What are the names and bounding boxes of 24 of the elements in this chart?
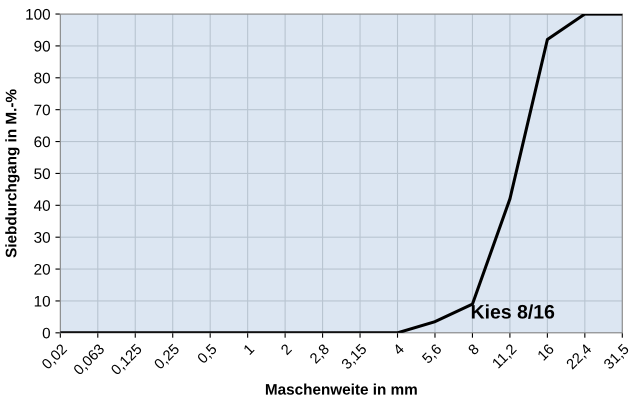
x-tick-label: 5,6 [421, 343, 444, 366]
x-tick-label: 0,02 [40, 343, 69, 372]
x-tick-label: 16 [536, 343, 554, 361]
y-tick-label: 40 [34, 200, 50, 211]
y-tick-label: 0 [42, 328, 50, 339]
y-tick-label: 70 [34, 104, 50, 116]
y-tick-label: 50 [34, 168, 50, 180]
x-tick-label: 1 [243, 343, 255, 355]
x-tick-label: 8 [467, 343, 480, 356]
x-tick-label: 4 [392, 343, 405, 356]
y-axis-title: Siebdurchgang in M.-% [5, 89, 20, 258]
x-tick-label: 0,5 [196, 343, 219, 366]
y-tick-label: 60 [34, 136, 50, 148]
x-tick-label: 11,2 [492, 343, 518, 370]
series-label: Kies 8/16 [472, 304, 554, 319]
y-tick-label: 100 [26, 8, 50, 20]
x-axis-title: Maschenweite in mm [266, 384, 417, 395]
y-tick-label: 10 [34, 296, 50, 307]
x-tick-label: 2,8 [309, 343, 331, 366]
y-tick-label: 80 [34, 72, 50, 84]
y-tick-label: 90 [34, 40, 50, 52]
x-tick-label: 2 [280, 343, 292, 356]
y-tick-label: 20 [34, 264, 50, 275]
y-tick-label: 30 [34, 232, 50, 243]
